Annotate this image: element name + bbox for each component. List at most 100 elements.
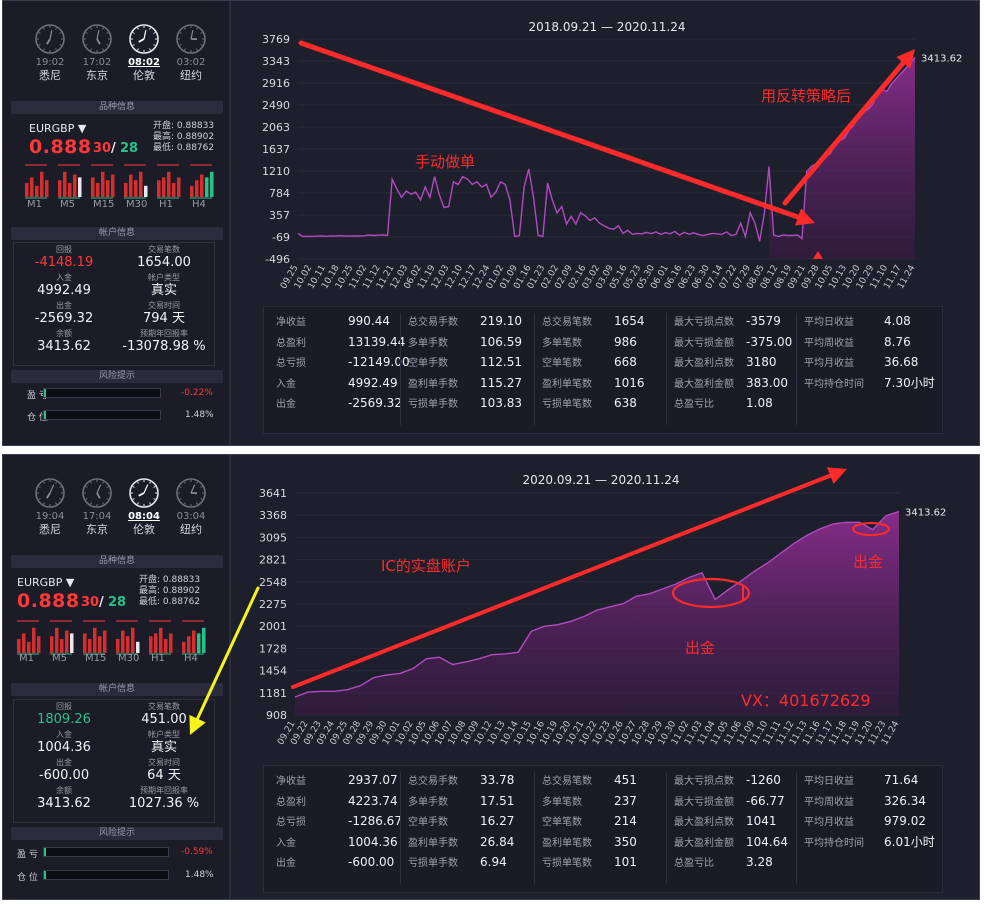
tf-bar bbox=[124, 183, 128, 197]
high-price: 最高: 0.88902 bbox=[153, 132, 215, 142]
y-tick-label: -496 bbox=[265, 253, 290, 266]
y-tick-label: 1637 bbox=[262, 143, 290, 156]
annual-return-label: 预期年回报率 bbox=[140, 786, 188, 795]
timeframe-M15[interactable]: M15 bbox=[93, 199, 115, 210]
timeframe-H4[interactable]: H4 bbox=[184, 653, 198, 664]
stat-item: 出金 -600.00 bbox=[276, 852, 394, 874]
timeframe-M5[interactable]: M5 bbox=[60, 199, 75, 210]
tf-bar bbox=[91, 177, 95, 197]
clock-time: 17:02 bbox=[82, 57, 112, 68]
stat-item: 多单手数 106.59 bbox=[408, 332, 522, 354]
dropdown-arrow-icon[interactable]: ▼ bbox=[65, 576, 75, 589]
tf-bar bbox=[126, 636, 130, 653]
stat-item: 最大亏损金额 -375.00 bbox=[674, 332, 792, 354]
clock-2[interactable]: 08:02 伦敦 bbox=[127, 23, 161, 82]
timeframe-M30[interactable]: M30 bbox=[118, 653, 140, 664]
timeframe-M30[interactable]: M30 bbox=[126, 199, 148, 210]
tf-bar bbox=[30, 177, 34, 197]
tf-bar bbox=[25, 183, 29, 197]
clock-0[interactable]: 19:02 悉尼 bbox=[33, 23, 67, 82]
dropdown-arrow-icon[interactable]: ▼ bbox=[77, 122, 87, 135]
equity-area bbox=[768, 57, 915, 259]
spread-sell: 30 bbox=[81, 595, 100, 610]
arrow-down bbox=[298, 40, 801, 220]
tf-bar bbox=[70, 633, 74, 653]
stat-item: 平均持仓时间 6.01小时 bbox=[804, 832, 935, 854]
stat-item: 平均月收益 979.02 bbox=[804, 811, 926, 833]
clock-1[interactable]: 17:04 东京 bbox=[80, 477, 114, 536]
stat-value: 1016 bbox=[614, 375, 645, 390]
clock-2[interactable]: 08:04 伦敦 bbox=[127, 477, 161, 536]
clock-1[interactable]: 17:02 东京 bbox=[80, 23, 114, 82]
timeframe-M15[interactable]: M15 bbox=[85, 653, 107, 664]
stat-label: 平均周收益 bbox=[804, 337, 854, 349]
stat-item: 最大盈利金额 383.00 bbox=[674, 373, 788, 395]
equity-line bbox=[297, 56, 916, 242]
clock-city: 伦敦 bbox=[133, 69, 155, 82]
y-tick-label: 3368 bbox=[259, 509, 287, 522]
stat-value: 1654 bbox=[614, 314, 645, 328]
stat-separator bbox=[400, 772, 401, 884]
stat-item: 多单笔数 986 bbox=[542, 332, 637, 354]
clock-3[interactable]: 03:02 纽约 bbox=[174, 23, 208, 82]
stat-label: 总亏损 bbox=[276, 817, 306, 828]
timeframe-M1[interactable]: M1 bbox=[19, 653, 34, 664]
stat-label: 多单手数 bbox=[408, 337, 448, 349]
tf-bar bbox=[98, 636, 102, 653]
stat-value: 1.08 bbox=[746, 396, 773, 410]
stat-item: 空单笔数 668 bbox=[542, 352, 637, 374]
stat-item: 亏损单笔数 638 bbox=[542, 393, 637, 415]
stat-item: 平均周收益 326.34 bbox=[804, 791, 926, 813]
tf-bar bbox=[32, 627, 36, 653]
stat-value: 986 bbox=[614, 334, 637, 349]
y-tick-label: 3343 bbox=[262, 55, 290, 68]
symbol-selector[interactable]: EURGBP ▼ bbox=[17, 576, 74, 589]
stat-value: -375.00 bbox=[746, 334, 793, 349]
clock-city: 纽约 bbox=[180, 69, 202, 82]
stat-value: 1004.36 bbox=[348, 834, 398, 849]
stat-item: 平均日收益 4.08 bbox=[804, 311, 911, 333]
stat-label: 最大亏损金额 bbox=[674, 796, 734, 808]
symbol-label: EURGBP bbox=[29, 122, 75, 135]
tf-bar bbox=[182, 641, 186, 653]
timeframe-H1[interactable]: H1 bbox=[151, 653, 165, 664]
stat-label: 空单手数 bbox=[408, 817, 448, 828]
stat-label: 最大亏损金额 bbox=[674, 337, 734, 349]
clock-icon bbox=[35, 24, 65, 54]
deposit-label: 入金 bbox=[56, 730, 72, 739]
stat-value: -1286.67 bbox=[348, 814, 402, 828]
timeframe-H4[interactable]: H4 bbox=[192, 199, 206, 210]
timeframe-H1[interactable]: H1 bbox=[159, 199, 173, 210]
withdraw-ellipse-1 bbox=[671, 577, 751, 609]
annotation-account: IC的实盘账户 bbox=[381, 557, 471, 575]
clock-3[interactable]: 03:04 纽约 bbox=[174, 477, 208, 536]
stat-label: 平均月收益 bbox=[804, 817, 854, 828]
clock-icon bbox=[176, 478, 206, 508]
timeframe-M1[interactable]: M1 bbox=[27, 199, 42, 210]
clock-0[interactable]: 19:04 悉尼 bbox=[33, 477, 67, 536]
tf-bar bbox=[159, 627, 163, 653]
spread-sell: 30 bbox=[93, 141, 112, 156]
equity-chart-top: -496 -69 357 784 1210 1637 2063 2490 2916 3343 376… bbox=[262, 33, 962, 291]
stat-label: 入金 bbox=[276, 837, 296, 849]
arrow-up-head bbox=[826, 467, 847, 484]
tf-bar bbox=[78, 177, 82, 197]
return-value: 1809.26 bbox=[37, 712, 91, 727]
return-label: 回报 bbox=[56, 245, 72, 254]
stat-item: 平均周收益 8.76 bbox=[804, 332, 911, 354]
clock-time: 08:04 bbox=[128, 511, 160, 522]
timeframe-M5[interactable]: M5 bbox=[52, 653, 67, 664]
withdraw-label: 出金 bbox=[56, 758, 72, 767]
clock-icon bbox=[176, 24, 206, 54]
symbol-selector[interactable]: EURGBP ▼ bbox=[29, 122, 86, 135]
stats-panel-top: 净收益 990.44 总盈利 13139.44 总亏损 -12149.00 入金 4992.4… bbox=[263, 306, 943, 434]
stat-label: 盈利单笔数 bbox=[542, 837, 592, 849]
stat-item: 空单笔数 214 bbox=[542, 811, 637, 833]
stat-label: 总交易笔数 bbox=[542, 776, 592, 787]
y-tick-label: 357 bbox=[269, 209, 290, 222]
tf-bar bbox=[202, 627, 206, 653]
tf-bar bbox=[129, 174, 133, 197]
tf-bar bbox=[136, 641, 140, 653]
stat-item: 总交易笔数 1654 bbox=[542, 311, 645, 333]
stat-label: 多单笔数 bbox=[542, 796, 582, 808]
